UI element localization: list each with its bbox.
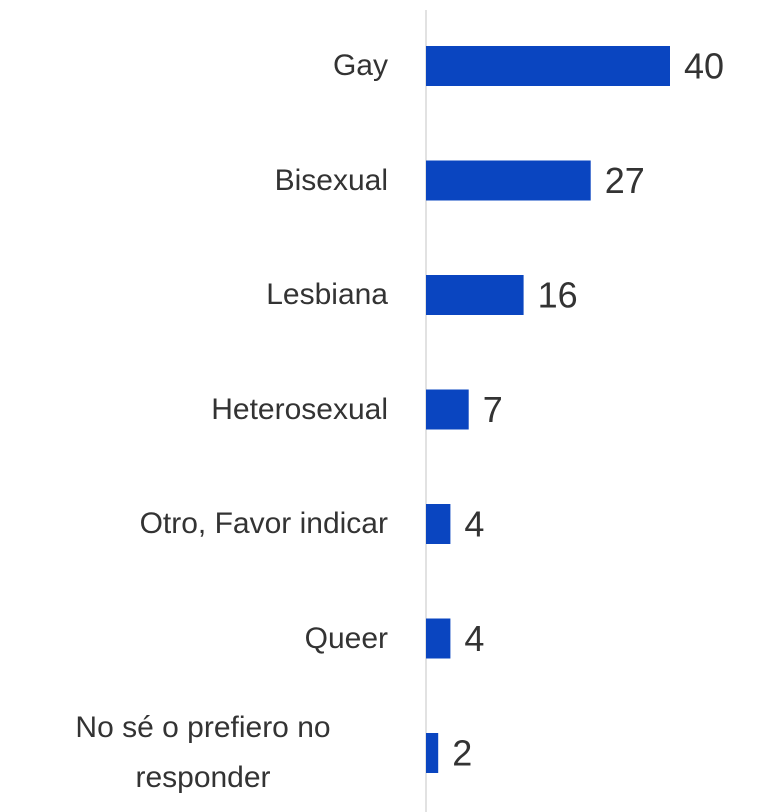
category-label: No sé o prefiero no responder [75,711,331,794]
category-label: Lesbiana [266,278,388,311]
bar [426,733,439,773]
value-label: 2 [452,733,472,774]
bar [426,504,451,544]
value-label: 40 [684,46,724,87]
value-label: 4 [464,504,484,545]
value-label: 7 [483,389,503,430]
category-label: Gay [332,49,388,82]
category-label: Queer [304,621,388,655]
category-label: Heterosexual [211,392,388,426]
bar [426,618,451,659]
category-label: Otro, Favor indicar [139,507,388,540]
bar [426,275,524,315]
bar [426,389,469,430]
bar [426,46,670,86]
value-label: 4 [464,618,484,659]
value-label: 27 [605,160,645,201]
value-label: 16 [538,275,578,316]
bar [426,160,591,201]
category-label: Bisexual [274,163,388,197]
